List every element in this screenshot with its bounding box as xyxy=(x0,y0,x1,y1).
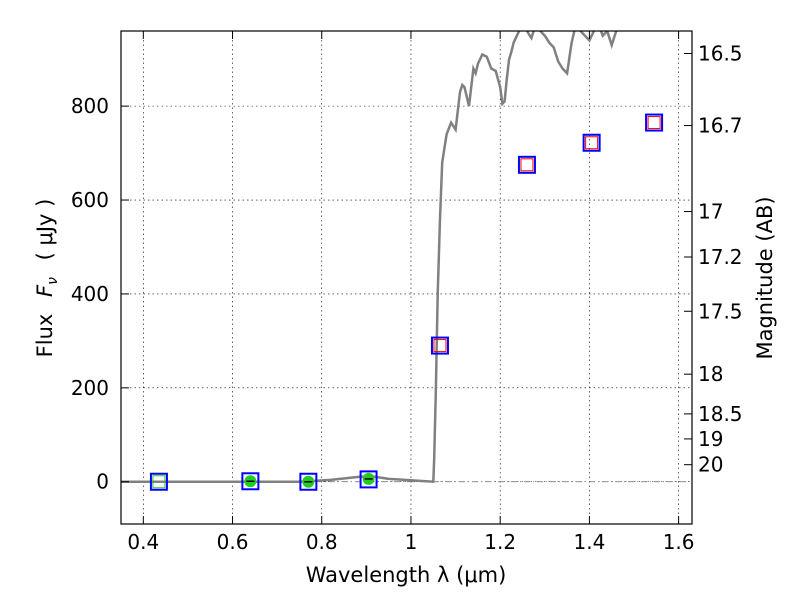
photometry-point xyxy=(241,472,260,491)
y-axis-title-text: Flux xyxy=(33,314,57,358)
y-tick-label: 0 xyxy=(96,470,109,494)
y-axis-title-symbol: F xyxy=(33,284,57,297)
y-tick-label: 200 xyxy=(71,376,109,400)
photometry-point xyxy=(299,472,318,491)
grid-lines xyxy=(121,31,692,524)
photometry-point xyxy=(149,472,168,491)
y2-tick-label: 16.7 xyxy=(698,114,743,138)
axis-ticks xyxy=(121,31,692,524)
model-spectrum xyxy=(121,31,692,484)
x-axis-title: Wavelength λ (μm) xyxy=(306,563,507,587)
x-tick-label: 0.4 xyxy=(127,530,159,554)
x-tick-label: 1.4 xyxy=(573,530,605,554)
x-tick-label: 0.6 xyxy=(217,530,249,554)
photometry-point xyxy=(647,116,661,130)
y2-tick-label: 17.5 xyxy=(698,299,743,323)
y-tick-label: 400 xyxy=(71,282,109,306)
y-tick-label: 800 xyxy=(71,94,109,118)
y-axis-title: Flux Fν ( μJy ) xyxy=(33,199,62,358)
photometry-point xyxy=(152,475,166,489)
x-tick-label: 1.2 xyxy=(484,530,516,554)
y2-tick-label: 17 xyxy=(698,200,723,224)
x-tick-label: 1.6 xyxy=(663,530,695,554)
y2-tick-label: 16.5 xyxy=(698,42,743,66)
y-tick-label: 600 xyxy=(71,188,109,212)
photometry-point xyxy=(433,339,447,353)
y2-axis-title: Magnitude (AB) xyxy=(753,196,777,359)
y2-tick-label: 18.5 xyxy=(698,402,743,426)
y-axis-title-subscript: ν xyxy=(45,277,61,285)
spectrum-line xyxy=(121,31,618,484)
photometry-point xyxy=(645,113,664,132)
y2-tick-label: 18 xyxy=(698,362,723,386)
photometry-points xyxy=(149,113,664,491)
plot-frame xyxy=(120,30,693,525)
photometry-point xyxy=(359,470,378,489)
photometry-point xyxy=(517,155,536,174)
tick-labels: 0.4 0.6 0.8 1 1.2 1.4 1.6 0 200 400 600 800 16.5 16.7… xyxy=(71,42,743,554)
photometry-point xyxy=(430,336,449,355)
photometry-point xyxy=(582,133,601,152)
x-tick-label: 1 xyxy=(405,530,418,554)
photometry-point xyxy=(520,158,534,172)
y-axis-title-unit: ( μJy ) xyxy=(33,199,57,261)
x-tick-label: 0.8 xyxy=(306,530,338,554)
y2-tick-label: 20 xyxy=(698,453,723,477)
y2-tick-label: 17.2 xyxy=(698,245,743,269)
y2-tick-label: 19 xyxy=(698,427,723,451)
photometry-point xyxy=(585,136,599,150)
